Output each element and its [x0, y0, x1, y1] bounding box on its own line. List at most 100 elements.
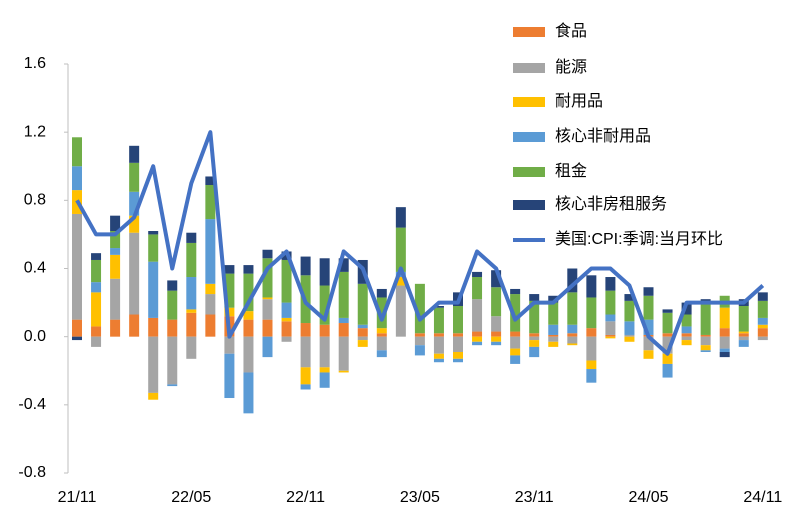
bar-segment	[319, 258, 330, 286]
bar-segment	[357, 324, 368, 329]
legend-label: 核心非耐用品	[555, 127, 651, 145]
bar-segment	[472, 331, 483, 337]
legend-swatch	[513, 200, 545, 210]
bar-segment	[110, 278, 121, 320]
bar-segment	[757, 300, 768, 318]
bar-segment	[719, 348, 730, 353]
bar-segment	[586, 328, 597, 337]
x-tick-label: 23/11	[515, 489, 554, 506]
bar-segment	[395, 271, 406, 278]
x-tick-label: 22/05	[171, 489, 211, 506]
bar-segment	[433, 336, 444, 354]
bar-segment	[757, 317, 768, 325]
bar-segment	[624, 334, 635, 337]
bar-segment	[300, 256, 311, 276]
bar-segment	[243, 311, 254, 320]
bar-segment	[376, 288, 387, 298]
bar-segment	[338, 317, 349, 324]
bar-segment	[91, 336, 102, 347]
bar-segment	[624, 294, 635, 301]
bar-segment	[567, 268, 578, 293]
bar-segment	[662, 353, 673, 364]
x-tick-label: 24/05	[628, 489, 668, 506]
bar-segment	[167, 280, 178, 291]
bar-segment	[548, 336, 559, 342]
bar-segment	[205, 184, 216, 220]
bar-segment	[605, 334, 616, 337]
bar-segment	[662, 333, 673, 337]
bar-segment	[510, 355, 521, 364]
bar-segment	[110, 215, 121, 232]
bar-segment	[186, 312, 197, 337]
bar-segment	[338, 271, 349, 318]
bar-segment	[510, 348, 521, 356]
bar-segment	[681, 326, 692, 334]
bar-segment	[605, 321, 616, 335]
bar-segment	[281, 336, 292, 342]
bar-segment	[167, 384, 178, 387]
bar-segment	[453, 358, 463, 363]
bar-segment	[491, 287, 502, 317]
bar-segment	[624, 321, 635, 335]
bar-segment	[510, 336, 521, 349]
bar-segment	[624, 300, 635, 322]
legend-swatch	[513, 132, 545, 142]
bar-segment	[300, 384, 311, 390]
bar-segment	[110, 254, 121, 279]
y-tick-label: 0.8	[24, 192, 46, 209]
bar-segment	[300, 336, 311, 368]
bar-segment	[567, 292, 578, 325]
bar-segment	[205, 283, 216, 295]
bar-segment	[719, 328, 730, 337]
x-tick-label: 24/11	[743, 489, 782, 506]
bar-segment	[605, 277, 616, 291]
bar-segment	[186, 277, 197, 310]
bar-segment	[586, 275, 597, 298]
bar-segment	[129, 162, 140, 192]
bar-segment	[148, 392, 159, 400]
bar-segment	[414, 345, 425, 356]
bar-segment	[186, 336, 197, 359]
bar-segment	[110, 248, 121, 255]
legend-label: 核心非房租服务	[555, 195, 667, 213]
bar-segment	[567, 336, 578, 344]
bar-segment	[643, 295, 654, 320]
bar-segment	[300, 323, 311, 337]
bar-segment	[395, 285, 406, 337]
bar-segment	[319, 367, 330, 373]
x-tick-label: 22/11	[286, 489, 325, 506]
bar-segment	[738, 305, 749, 332]
bar-segment	[376, 297, 387, 329]
bar-segment	[129, 145, 140, 163]
bar-segment	[148, 261, 159, 318]
bar-segment	[567, 343, 578, 346]
bar-segment	[700, 350, 711, 353]
bar-segment	[510, 294, 521, 332]
bar-segment	[738, 331, 749, 334]
bar-segment	[472, 341, 483, 346]
bar-segment	[719, 336, 730, 349]
bar-segment	[605, 290, 616, 315]
bar-segment	[529, 346, 540, 358]
bar-segment	[700, 334, 711, 337]
bar-segment	[529, 300, 540, 334]
bar-segment	[757, 292, 768, 301]
bar-segment	[243, 273, 254, 312]
bar-segment	[72, 336, 82, 341]
bar-segment	[414, 336, 425, 346]
bar-segment	[167, 336, 178, 385]
legend-label: 食品	[555, 22, 587, 40]
bar-segment	[395, 277, 406, 286]
bar-segment	[491, 270, 502, 288]
bar-segment	[662, 363, 673, 378]
bar-segment	[224, 273, 235, 308]
bar-segment	[338, 258, 349, 272]
bar-segment	[129, 232, 140, 315]
bar-segment	[319, 324, 330, 337]
bar-segment	[243, 372, 254, 414]
bar-segment	[681, 314, 692, 327]
bar-segment	[567, 324, 578, 334]
x-tick-label: 23/05	[400, 489, 440, 506]
bar-segment	[129, 314, 140, 337]
bar-segment	[719, 352, 730, 358]
